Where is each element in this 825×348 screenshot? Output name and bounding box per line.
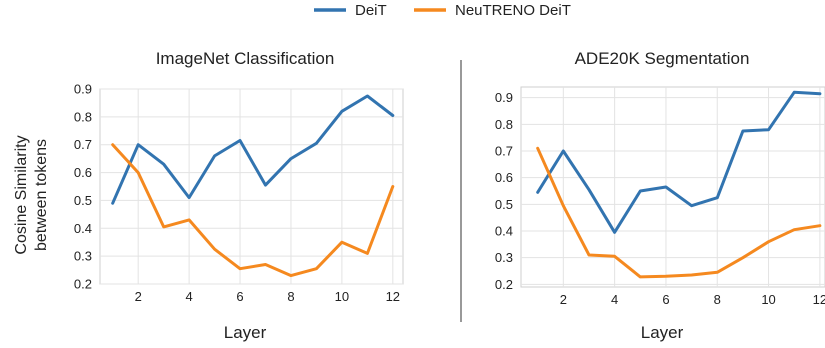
legend: DeiT NeuTRENO DeiT: [314, 2, 571, 19]
imagenet-series-line-neutreno: [111, 143, 395, 278]
ade20k-chart: ADE20K Segmentation Layer 0.2 0.3 0.4 0.5 0.…: [495, 49, 825, 342]
imagenet-y-tick-label: 0.5: [74, 193, 92, 208]
imagenet-chart-xlabel: Layer: [224, 323, 267, 342]
imagenet-y-tick-label: 0.3: [74, 249, 92, 264]
imagenet-y-tick-label: 0.9: [74, 82, 92, 97]
imagenet-x-tick-label: 2: [135, 289, 142, 304]
imagenet-series-line-deit: [111, 94, 395, 205]
ade20k-chart-xlabel: Layer: [641, 323, 684, 342]
ade20k-y-tick-label: 0.7: [495, 144, 513, 159]
shared-ylabel-line1: Cosine Similarity: [13, 135, 30, 254]
imagenet-y-tick-label: 0.6: [74, 165, 92, 180]
imagenet-y-tick-label: 0.2: [74, 277, 92, 292]
ade20k-y-tick-label: 0.5: [495, 197, 513, 212]
ade20k-chart-title: ADE20K Segmentation: [575, 49, 750, 68]
ade20k-y-tick-label: 0.4: [495, 224, 513, 239]
ade20k-x-tick-label: 6: [662, 292, 669, 307]
ade20k-series-line-deit: [536, 90, 822, 234]
ade20k-y-tick-label: 0.8: [495, 117, 513, 132]
legend-label-neutreno: NeuTRENO DeiT: [455, 2, 571, 19]
ade20k-x-tick-label: 4: [611, 292, 618, 307]
imagenet-x-tick-label: 4: [186, 289, 193, 304]
imagenet-x-tick-label: 12: [386, 289, 400, 304]
shared-ylabel-line2: between tokens: [33, 139, 50, 251]
imagenet-x-tick-label: 8: [287, 289, 294, 304]
ade20k-x-tick-label: 10: [761, 292, 775, 307]
imagenet-x-tick-label: 6: [236, 289, 243, 304]
imagenet-x-tick-label: 10: [335, 289, 349, 304]
ade20k-y-tick-label: 0.6: [495, 170, 513, 185]
imagenet-y-tick-label: 0.7: [74, 137, 92, 152]
ade20k-plot-area: [520, 86, 825, 288]
ade20k-y-tick-label: 0.3: [495, 250, 513, 265]
ade20k-y-tick-label: 0.2: [495, 277, 513, 292]
imagenet-plot-area: [99, 88, 404, 285]
imagenet-chart-title: ImageNet Classification: [156, 49, 335, 68]
imagenet-y-tick-label: 0.4: [74, 221, 92, 236]
imagenet-chart: ImageNet Classification Layer 0.2 0.3 0.4 0…: [74, 49, 404, 342]
ade20k-y-tick-label: 0.9: [495, 90, 513, 105]
ade20k-series-line-neutreno: [536, 146, 822, 279]
imagenet-y-tick-label: 0.8: [74, 109, 92, 124]
legend-label-deit: DeiT: [355, 2, 387, 19]
ade20k-x-tick-label: 2: [560, 292, 567, 307]
ade20k-x-tick-label: 8: [714, 292, 721, 307]
shared-ylabel: Cosine Similarity between tokens: [13, 135, 50, 254]
ade20k-x-tick-label: 12: [813, 292, 825, 307]
